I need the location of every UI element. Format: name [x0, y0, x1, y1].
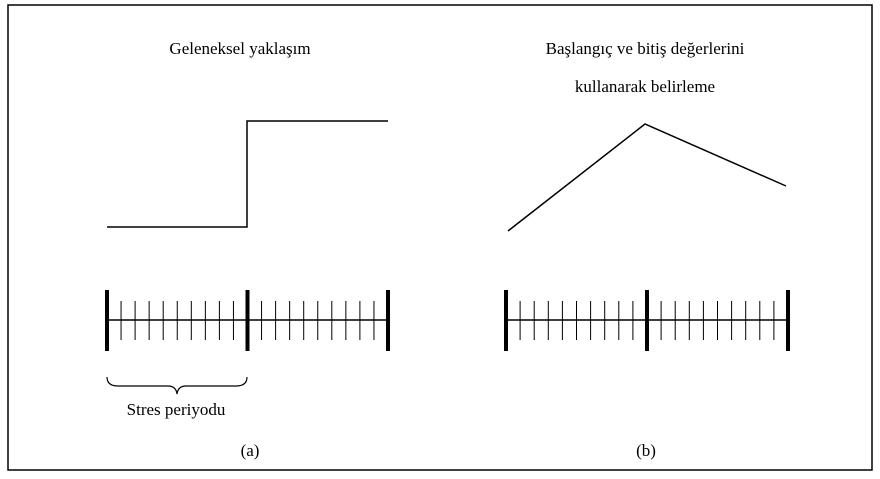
panel-title: kullanarak belirleme [575, 77, 715, 96]
timelines [105, 290, 790, 351]
caption: (a) [241, 441, 260, 460]
caption: (b) [636, 441, 656, 460]
brace [106, 376, 248, 395]
brace-label: Stres periyodu [127, 400, 226, 419]
panel-title: Başlangıç ve bitiş değerlerini [546, 39, 745, 58]
linear-line [507, 123, 787, 232]
panel-title: Geleneksel yaklaşım [169, 39, 310, 58]
step-line [107, 120, 388, 228]
frame [7, 4, 873, 471]
